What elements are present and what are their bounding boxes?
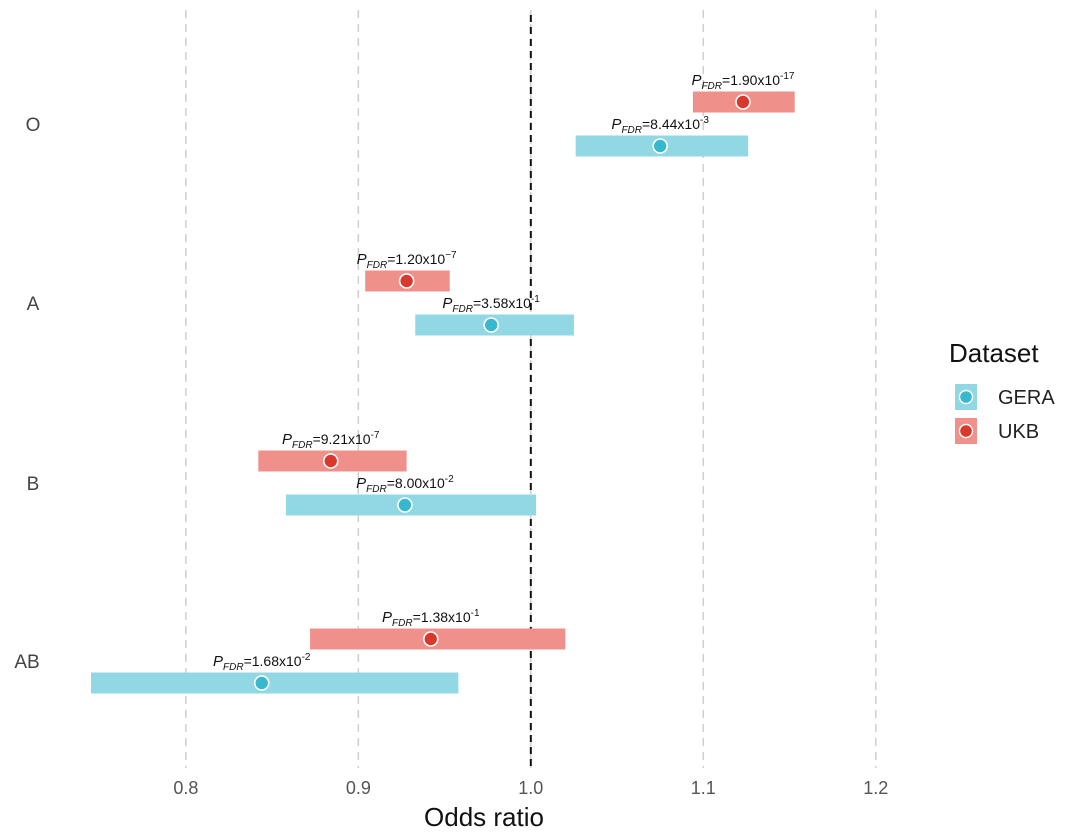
x-axis-title: Odds ratio: [424, 802, 544, 832]
p-value-label: PFDR=8.00x10-2: [356, 474, 454, 495]
estimate-point: [398, 273, 415, 289]
p-value-label: PFDR=1.20x10−7: [357, 250, 457, 271]
x-tick-label: 0.8: [173, 778, 198, 798]
point-estimates: [253, 94, 751, 691]
x-tick-label: 1.2: [863, 778, 888, 798]
legend-item-gera: GERA: [955, 384, 1055, 410]
estimate-point: [322, 453, 339, 469]
legend-label: GERA: [998, 387, 1055, 409]
p-value-label: PFDR=1.68x10-2: [213, 652, 311, 673]
x-tick-label: 1.0: [518, 778, 543, 798]
x-tick-label: 1.1: [691, 778, 716, 798]
p-value-annotations: PFDR=1.90x10-17 PFDR=1.20x10−7 PFDR=9.21x1…: [213, 71, 795, 673]
p-value-label: PFDR=3.58x10-1: [442, 294, 540, 315]
p-value-label: PFDR=1.38x10-1: [382, 608, 480, 629]
legend-item-ukb: UKB: [955, 418, 1039, 444]
legend-point: [958, 423, 974, 439]
x-tick-label: 0.9: [346, 778, 371, 798]
legend-label: UKB: [998, 421, 1039, 443]
p-value-label: PFDR=8.44x10-3: [611, 115, 709, 136]
p-value-label: PFDR=9.21x10-7: [282, 430, 380, 451]
category-label: A: [27, 294, 40, 315]
category-label: AB: [14, 652, 39, 673]
x-tick-labels: 0.8 0.9 1.0 1.1 1.2: [173, 778, 888, 798]
estimate-point: [253, 675, 270, 691]
estimate-point: [397, 497, 413, 513]
p-value-label: PFDR=1.90x10-17: [691, 71, 794, 92]
legend: Dataset GERA UKB: [949, 338, 1055, 444]
estimate-point: [483, 317, 499, 333]
category-label: O: [26, 115, 41, 136]
legend-title: Dataset: [949, 338, 1039, 368]
estimate-point: [422, 631, 439, 647]
ci-bar: [91, 672, 459, 694]
confidence-intervals: [91, 91, 795, 694]
category-label: B: [27, 474, 40, 495]
estimate-point: [652, 138, 668, 154]
legend-point: [958, 389, 974, 405]
estimate-point: [735, 94, 751, 110]
